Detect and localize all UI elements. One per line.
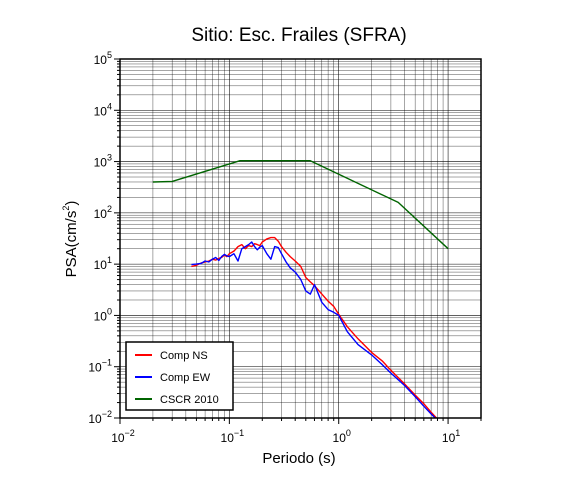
legend-label: CSCR 2010 <box>160 394 219 406</box>
x-tick-label: 101 <box>442 428 460 445</box>
x-tick-label-base: 10 <box>111 431 125 445</box>
y-tick-label-base: 10 <box>94 258 108 272</box>
x-tick-label: 10−2 <box>111 428 135 445</box>
x-axis-label: Periodo (s) <box>262 450 335 467</box>
series-lines <box>152 159 449 418</box>
legend-label: Comp EW <box>160 372 211 384</box>
x-tick-label-exponent: 0 <box>346 428 351 438</box>
y-tick-label-exponent: 4 <box>107 101 112 111</box>
y-tick-label-exponent: 0 <box>107 306 112 316</box>
y-tick-label: 10−1 <box>88 358 112 375</box>
y-axis-label-base: PSA(cm/s <box>63 211 80 278</box>
y-tick-label-exponent: 5 <box>107 50 112 60</box>
tick-marks <box>114 58 482 424</box>
y-tick-label-base: 10 <box>94 309 108 323</box>
chart-title: Sitio: Esc. Frailes (SFRA) <box>191 25 406 46</box>
x-tick-label-base: 10 <box>442 431 456 445</box>
y-tick-label: 105 <box>94 50 112 67</box>
x-tick-labels: 10−2 10−1 100 101 <box>111 428 460 445</box>
series-line-2 <box>152 159 449 250</box>
y-tick-label-base: 10 <box>94 53 108 67</box>
y-tick-label-base: 10 <box>94 104 108 118</box>
y-tick-label: 102 <box>94 204 112 221</box>
y-tick-label-exponent: 3 <box>107 153 112 163</box>
legend-label: Comp NS <box>160 350 208 362</box>
y-axis-label: PSA(cm/s2) <box>61 201 80 278</box>
y-tick-label: 103 <box>94 153 112 170</box>
x-tick-label-base: 10 <box>221 431 235 445</box>
x-tick-label: 100 <box>333 428 351 445</box>
y-tick-label: 100 <box>94 306 112 323</box>
y-tick-label-base: 10 <box>88 412 102 426</box>
y-tick-label-exponent: −1 <box>102 358 112 368</box>
x-tick-label: 10−1 <box>221 428 245 445</box>
x-tick-label-exponent: −2 <box>125 428 135 438</box>
y-tick-label-exponent: −2 <box>102 409 112 419</box>
y-tick-label: 104 <box>94 101 112 118</box>
y-axis-label-superscript: 2 <box>61 206 71 211</box>
grid-lines <box>119 58 482 419</box>
y-tick-label-base: 10 <box>88 361 102 375</box>
y-tick-label-base: 10 <box>94 207 108 221</box>
y-tick-label: 10−2 <box>88 409 112 426</box>
x-tick-label-exponent: −1 <box>234 428 244 438</box>
x-tick-label-exponent: 1 <box>455 428 460 438</box>
y-tick-label: 101 <box>94 255 112 272</box>
plot-frame <box>119 58 482 419</box>
y-tick-label-base: 10 <box>94 156 108 170</box>
legend: Comp NS Comp EW CSCR 2010 <box>125 341 234 411</box>
y-tick-label-exponent: 2 <box>107 204 112 214</box>
y-axis-label-close: ) <box>63 201 80 206</box>
y-tick-label-exponent: 1 <box>107 255 112 265</box>
series-line-1 <box>191 241 437 418</box>
x-tick-label-base: 10 <box>333 431 347 445</box>
